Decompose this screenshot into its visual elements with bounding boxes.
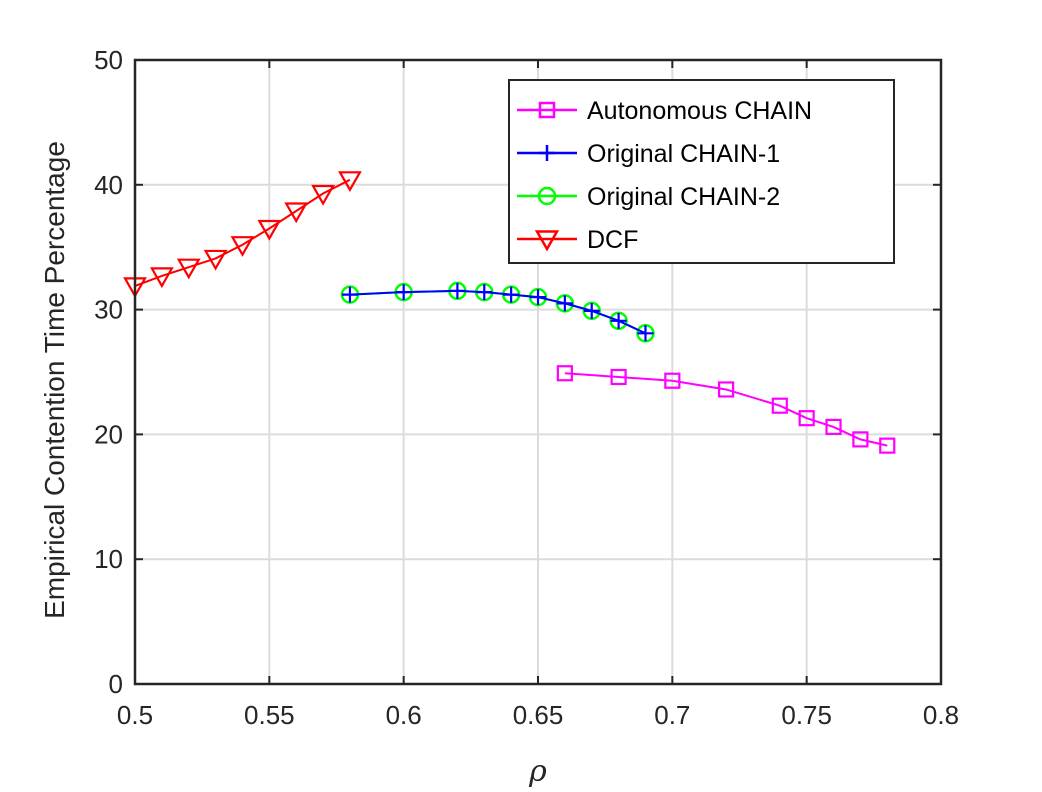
plus-marker (539, 145, 555, 161)
legend-item: Original CHAIN-1 (517, 140, 780, 168)
series-0 (556, 365, 896, 454)
series-line (134, 178, 351, 287)
square-marker (771, 397, 788, 414)
y-tick-label: 30 (94, 295, 123, 325)
legend-label: Original CHAIN-1 (587, 140, 780, 168)
square-marker (852, 431, 869, 448)
legend-item: Original CHAIN-2 (517, 183, 780, 211)
plus-marker (395, 284, 412, 301)
square-marker (717, 381, 735, 398)
triangle-down-marker (176, 258, 201, 280)
series-3 (123, 171, 362, 299)
plus-marker (503, 286, 520, 303)
series-layer (123, 171, 896, 454)
triangle-down-marker (338, 171, 362, 193)
y-tick-label: 10 (94, 544, 123, 574)
x-tick-label: 0.5 (117, 700, 153, 730)
legend-item: Autonomous CHAIN (517, 97, 812, 125)
x-axis-label: ρ (528, 754, 547, 789)
triangle-down-marker (149, 267, 174, 289)
square-marker (798, 410, 815, 427)
x-tick-label: 0.7 (654, 700, 690, 730)
y-tick-label: 20 (94, 419, 123, 449)
square-marker (556, 365, 573, 382)
plus-marker (637, 325, 654, 342)
y-tick-label: 50 (94, 45, 123, 75)
plus-marker (583, 302, 600, 319)
square-marker (825, 418, 842, 436)
plus-marker (449, 282, 466, 299)
legend: Autonomous CHAIN Original CHAIN-1 Original… (508, 79, 895, 264)
square-marker (610, 368, 627, 386)
triangle-down-marker (257, 219, 282, 241)
triangle-down-marker (284, 202, 309, 224)
x-tick-label: 0.8 (923, 700, 959, 730)
tick-labels: 0.5 0.55 0.6 0.65 0.7 0.75 0.8 0 10 20 30 40 50 (94, 45, 959, 730)
triangle-down-marker (534, 230, 560, 252)
x-tick-label: 0.65 (513, 700, 564, 730)
circle-marker (537, 186, 557, 206)
plus-marker (341, 286, 358, 303)
x-tick-label: 0.75 (781, 700, 832, 730)
legend-label: Original CHAIN-2 (587, 183, 780, 211)
y-axis-label: Empirical Contention Time Percentage (39, 141, 70, 619)
square-marker (538, 101, 556, 119)
ticks (134, 59, 942, 685)
plus-marker (556, 295, 573, 312)
square-marker (664, 372, 681, 389)
square-marker (879, 437, 896, 454)
triangle-down-marker (203, 249, 228, 271)
x-tick-label: 0.6 (386, 700, 422, 730)
y-tick-label: 0 (109, 669, 123, 699)
series-line (564, 372, 888, 447)
y-tick-label: 40 (94, 170, 123, 200)
plus-marker (476, 284, 493, 301)
triangle-down-marker (230, 236, 255, 257)
triangle-down-marker (311, 184, 335, 206)
series-1 (341, 282, 654, 342)
legend-label: DCF (587, 226, 638, 254)
x-tick-label: 0.55 (244, 700, 295, 730)
plus-marker (530, 289, 546, 306)
plus-marker (610, 312, 627, 329)
series-line (349, 289, 646, 335)
legend-label: Autonomous CHAIN (587, 97, 812, 125)
legend-item: DCF (517, 226, 638, 254)
